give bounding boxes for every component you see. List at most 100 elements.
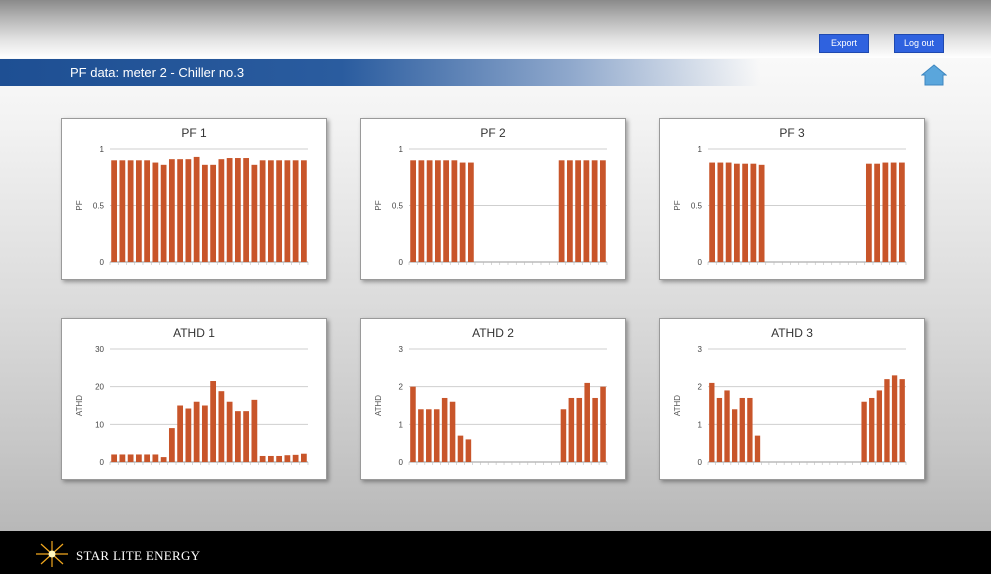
chart-bar [558, 160, 565, 262]
chart-title: PF 2 [480, 126, 506, 140]
chart-pf-3: PF 3 PF 0 0.5 1 [659, 118, 925, 280]
chart-bar [243, 411, 250, 462]
chart-bar [193, 156, 200, 262]
chart-bar [251, 399, 258, 462]
chart-pf-1: PF 1 PF 0 0.5 1 [61, 118, 327, 280]
chart-bar [575, 160, 582, 262]
chart-bar [426, 409, 432, 462]
chart-bar [177, 159, 184, 262]
y-tick-label: 0 [698, 458, 703, 467]
chart-bar [410, 386, 416, 462]
y-tick-label: 3 [698, 345, 703, 354]
chart-bar [410, 160, 417, 262]
chart-bar [218, 159, 225, 262]
y-tick-label: 0.5 [93, 202, 105, 211]
chart-bar [724, 390, 730, 462]
chart-bar [127, 160, 134, 262]
chart-bar [583, 160, 590, 262]
chart-title: PF 1 [181, 126, 207, 140]
y-tick-label: 1 [399, 420, 404, 429]
chart-bar [731, 409, 738, 462]
chart-bar [459, 162, 466, 262]
chart-bar [592, 397, 598, 462]
chart-bar [135, 454, 142, 462]
chart-bar [566, 160, 573, 262]
chart-bar [591, 160, 598, 262]
chart-bar [733, 163, 740, 262]
chart-bar [210, 164, 217, 262]
chart-svg: PF 2 PF 0 0.5 1 [374, 126, 608, 267]
y-tick-label: 30 [95, 345, 104, 354]
chart-bar [876, 390, 883, 462]
chart-bar [300, 160, 307, 262]
chart-bar [144, 160, 151, 262]
y-tick-label: 0 [100, 458, 105, 467]
chart-bar [568, 397, 575, 462]
chart-bar [747, 397, 753, 462]
footer [0, 531, 991, 574]
chart-bar [418, 160, 425, 262]
chart-bar [152, 454, 159, 462]
chart-bar [418, 409, 424, 462]
chart-bar [210, 381, 217, 462]
chart-bar [259, 160, 266, 262]
chart-bar [234, 158, 241, 262]
chart-bar [267, 455, 274, 462]
chart-bar [709, 162, 716, 262]
chart-bar [177, 405, 184, 462]
chart-bar [160, 457, 167, 462]
y-tick-label: 2 [399, 383, 404, 392]
chart-bar [284, 455, 291, 462]
chart-bar [560, 409, 567, 462]
chart-athd-1: ATHD 1 ATHD 0 10 20 30 [61, 318, 327, 480]
chart-bar [144, 454, 151, 462]
chart-bar [449, 401, 456, 462]
chart-bar [168, 159, 175, 262]
chart-pf-2: PF 2 PF 0 0.5 1 [360, 118, 626, 280]
chart-bar [426, 160, 433, 262]
chart-bar [861, 401, 867, 462]
chart-bar [201, 405, 208, 462]
chart-bar [111, 160, 118, 262]
chart-bar [758, 164, 765, 262]
chart-bar [434, 160, 441, 262]
title-bar: PF data: meter 2 - Chiller no.3 [0, 59, 760, 86]
chart-bar [467, 162, 474, 262]
y-tick-label: 0.5 [392, 202, 404, 211]
y-tick-label: 1 [100, 145, 105, 154]
chart-bar [443, 160, 450, 262]
y-axis-label: ATHD [75, 395, 84, 416]
chart-bar [119, 160, 126, 262]
chart-svg: PF 1 PF 0 0.5 1 [75, 126, 309, 267]
chart-title: ATHD 3 [771, 326, 813, 340]
chart-bar [898, 162, 905, 262]
export-button[interactable]: Export [819, 34, 869, 53]
y-tick-label: 3 [399, 345, 404, 354]
y-tick-label: 0 [399, 258, 404, 267]
chart-bar [754, 435, 761, 462]
y-tick-label: 0 [698, 258, 703, 267]
chart-bar [218, 391, 225, 462]
home-icon[interactable] [921, 64, 947, 86]
chart-bar [739, 397, 745, 462]
chart-title: ATHD 1 [173, 326, 215, 340]
chart-bar [717, 162, 724, 262]
y-axis-label: PF [75, 200, 84, 210]
chart-bar [160, 164, 167, 262]
chart-bar [742, 163, 749, 262]
chart-athd-3: ATHD 3 ATHD 0 1 2 3 [659, 318, 925, 480]
chart-bar [226, 158, 233, 262]
logout-button[interactable]: Log out [894, 34, 944, 53]
chart-bar [716, 397, 723, 462]
chart-svg: PF 3 PF 0 0.5 1 [673, 126, 907, 267]
chart-bar [899, 379, 905, 462]
y-axis-label: PF [673, 200, 682, 210]
page-title: PF data: meter 2 - Chiller no.3 [70, 65, 245, 80]
chart-bar [276, 160, 283, 262]
chart-bar [243, 158, 250, 262]
chart-bar [111, 454, 118, 462]
chart-bar [284, 160, 291, 262]
chart-svg: ATHD 3 ATHD 0 1 2 3 [673, 326, 907, 467]
chart-bar [584, 382, 590, 462]
chart-bar [292, 160, 299, 262]
